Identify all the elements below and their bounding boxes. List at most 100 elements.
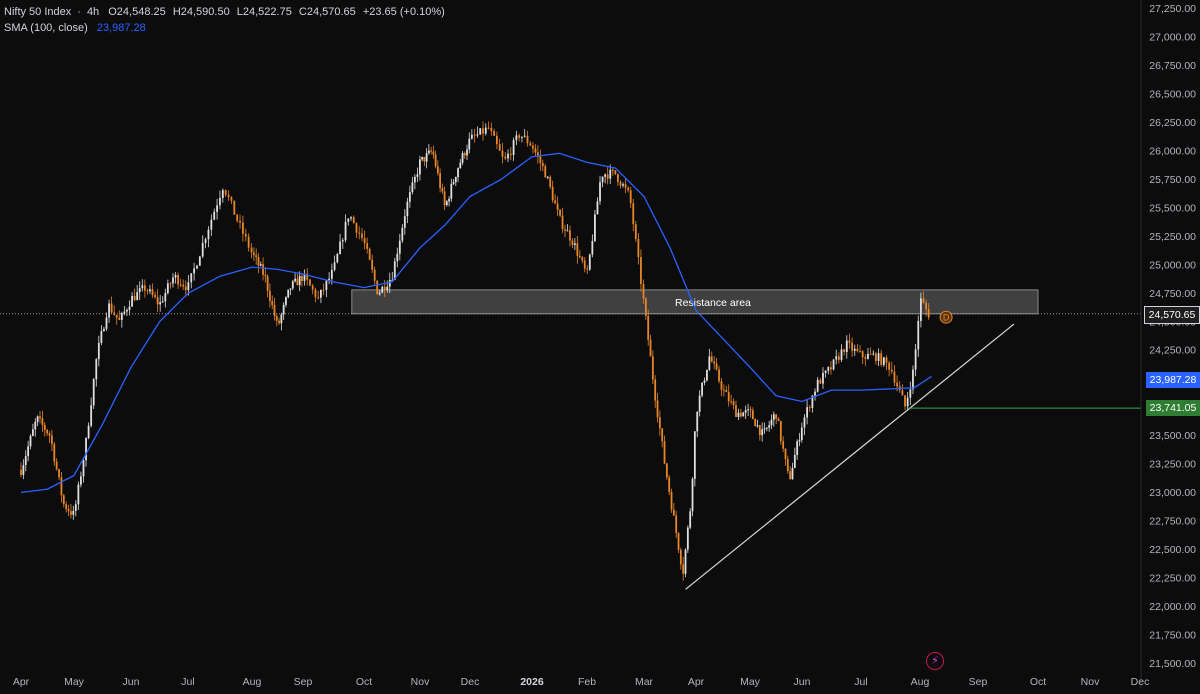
candle[interactable] bbox=[133, 288, 136, 302]
candle[interactable] bbox=[450, 178, 453, 202]
candle[interactable] bbox=[756, 419, 759, 428]
candle[interactable] bbox=[670, 488, 673, 513]
candle[interactable] bbox=[830, 361, 832, 375]
candle[interactable] bbox=[888, 360, 891, 377]
candle[interactable] bbox=[684, 548, 687, 578]
candle[interactable] bbox=[174, 272, 177, 284]
candle[interactable] bbox=[58, 468, 60, 481]
candle[interactable] bbox=[735, 400, 737, 417]
candle[interactable] bbox=[822, 367, 824, 389]
candle[interactable] bbox=[693, 431, 696, 487]
candle[interactable] bbox=[328, 272, 331, 285]
candle[interactable] bbox=[601, 176, 604, 188]
candle[interactable] bbox=[201, 235, 204, 259]
candle[interactable] bbox=[521, 136, 523, 143]
candle[interactable] bbox=[253, 247, 255, 261]
candle[interactable] bbox=[588, 253, 591, 271]
candle[interactable] bbox=[411, 176, 414, 195]
candle[interactable] bbox=[67, 504, 70, 517]
candle[interactable] bbox=[691, 477, 694, 517]
candle[interactable] bbox=[713, 356, 716, 370]
candle[interactable] bbox=[24, 450, 27, 472]
candle[interactable] bbox=[219, 190, 221, 210]
candle[interactable] bbox=[922, 291, 925, 304]
candle[interactable] bbox=[758, 424, 761, 441]
candle[interactable] bbox=[622, 182, 624, 188]
candle[interactable] bbox=[837, 352, 840, 364]
candle[interactable] bbox=[457, 167, 459, 183]
candle[interactable] bbox=[108, 299, 110, 323]
candle[interactable] bbox=[236, 213, 239, 223]
candle[interactable] bbox=[722, 384, 725, 397]
candle[interactable] bbox=[571, 238, 574, 249]
candle[interactable] bbox=[819, 377, 822, 384]
candle[interactable] bbox=[554, 194, 557, 204]
candle[interactable] bbox=[851, 337, 853, 357]
candle[interactable] bbox=[566, 224, 569, 232]
candle[interactable] bbox=[848, 333, 851, 349]
candle[interactable] bbox=[459, 159, 462, 169]
candle[interactable] bbox=[898, 381, 901, 393]
candle[interactable] bbox=[85, 437, 87, 467]
candle[interactable] bbox=[363, 230, 366, 250]
candle[interactable] bbox=[20, 462, 22, 478]
candle[interactable] bbox=[115, 314, 118, 325]
candle[interactable] bbox=[358, 226, 361, 240]
candle[interactable] bbox=[419, 155, 421, 181]
candle[interactable] bbox=[658, 410, 661, 436]
candle[interactable] bbox=[298, 271, 301, 292]
candle[interactable] bbox=[381, 285, 384, 294]
candle[interactable] bbox=[403, 209, 406, 235]
candle[interactable] bbox=[808, 405, 811, 412]
candle[interactable] bbox=[461, 150, 464, 166]
candle[interactable] bbox=[682, 556, 685, 581]
candle[interactable] bbox=[534, 144, 537, 156]
candle[interactable] bbox=[468, 132, 471, 154]
candle[interactable] bbox=[227, 190, 230, 201]
candle[interactable] bbox=[668, 474, 671, 495]
candle[interactable] bbox=[196, 264, 198, 270]
candle[interactable] bbox=[72, 505, 75, 520]
candle[interactable] bbox=[526, 130, 529, 147]
candle[interactable] bbox=[301, 273, 303, 287]
sma-100-line[interactable] bbox=[20, 152, 932, 494]
candle[interactable] bbox=[126, 308, 128, 317]
candle[interactable] bbox=[190, 273, 193, 289]
candle[interactable] bbox=[509, 146, 512, 161]
candle[interactable] bbox=[606, 167, 609, 185]
candle[interactable] bbox=[436, 160, 439, 176]
candle[interactable] bbox=[434, 150, 437, 169]
candle[interactable] bbox=[352, 215, 355, 224]
candle[interactable] bbox=[539, 149, 542, 171]
candle[interactable] bbox=[487, 121, 490, 130]
candle[interactable] bbox=[754, 418, 757, 427]
candle[interactable] bbox=[70, 503, 72, 519]
candle[interactable] bbox=[128, 300, 131, 316]
candle[interactable] bbox=[432, 145, 435, 159]
candle[interactable] bbox=[901, 384, 904, 396]
candle[interactable] bbox=[120, 311, 123, 328]
candle[interactable] bbox=[314, 287, 317, 303]
candle[interactable] bbox=[291, 279, 294, 291]
candle[interactable] bbox=[656, 392, 659, 423]
candle[interactable] bbox=[368, 247, 371, 261]
candle[interactable] bbox=[62, 493, 65, 508]
candle[interactable] bbox=[55, 458, 58, 471]
candle[interactable] bbox=[172, 273, 174, 288]
candle[interactable] bbox=[244, 228, 247, 242]
candle[interactable] bbox=[512, 137, 515, 161]
candle[interactable] bbox=[507, 149, 509, 162]
candle[interactable] bbox=[303, 269, 306, 286]
candle[interactable] bbox=[696, 411, 699, 438]
candle[interactable] bbox=[443, 186, 446, 211]
candle[interactable] bbox=[654, 375, 657, 408]
candle[interactable] bbox=[698, 390, 701, 417]
candle[interactable] bbox=[806, 399, 808, 425]
candle[interactable] bbox=[421, 156, 424, 162]
candle[interactable] bbox=[739, 408, 742, 418]
candle[interactable] bbox=[599, 175, 601, 205]
candle[interactable] bbox=[179, 278, 182, 288]
candle[interactable] bbox=[551, 180, 554, 203]
candle[interactable] bbox=[677, 532, 680, 554]
